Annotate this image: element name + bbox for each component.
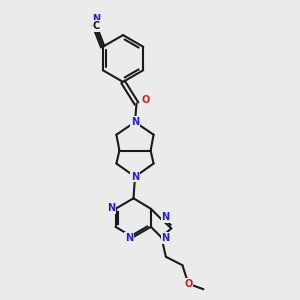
Text: N: N: [131, 172, 139, 182]
Text: O: O: [142, 95, 150, 105]
Text: N: N: [107, 203, 116, 213]
Text: N: N: [161, 233, 170, 243]
Text: N: N: [124, 233, 133, 243]
Text: N: N: [131, 117, 139, 127]
Text: N: N: [92, 14, 100, 24]
Text: N: N: [161, 212, 170, 223]
Text: C: C: [92, 21, 100, 31]
Text: O: O: [184, 279, 193, 289]
